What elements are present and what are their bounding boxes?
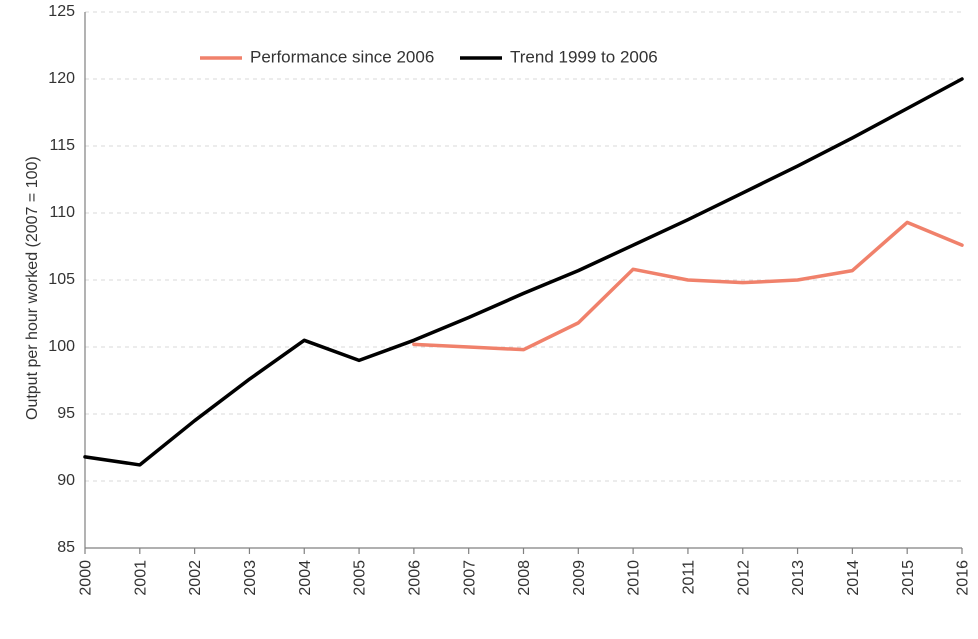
y-tick-label: 100 [48,338,75,355]
x-tick-label: 2003 [242,560,259,596]
y-tick-label: 125 [48,3,75,20]
y-tick-label: 110 [49,204,75,221]
y-axis-title: Output per hour worked (2007 = 100) [24,156,42,420]
x-tick-label: 2011 [681,560,698,595]
x-tick-label: 2010 [626,560,643,596]
x-tick-label: 2002 [187,560,204,596]
y-tick-label: 120 [48,70,75,87]
x-tick-label: 2001 [132,560,149,596]
x-tick-label: 2016 [955,560,972,596]
x-tick-label: 2013 [790,560,807,596]
x-tick-label: 2015 [900,560,917,596]
x-tick-label: 2009 [571,560,588,596]
x-tick-label: 2005 [352,560,369,596]
legend-label: Trend 1999 to 2006 [510,47,658,66]
x-tick-label: 2000 [78,560,95,596]
y-tick-label: 115 [49,137,75,154]
x-tick-label: 2012 [735,560,752,596]
y-tick-label: 90 [57,472,75,489]
line-chart: 85 90 95 100 105 110 115 120 125 2000 2001 2002 2003… [0,0,978,639]
x-tick-label: 2008 [516,560,533,596]
y-tick-label: 105 [48,271,75,288]
x-tick-label: 2006 [406,560,423,596]
x-tick-label: 2007 [461,560,478,596]
x-tick-label: 2004 [297,560,314,596]
y-tick-label: 95 [57,405,75,422]
y-tick-label: 85 [57,539,75,556]
legend-label: Performance since 2006 [250,47,434,66]
chart-svg: 85 90 95 100 105 110 115 120 125 2000 2001 2002 2003… [0,0,978,639]
x-tick-label: 2014 [845,560,862,596]
